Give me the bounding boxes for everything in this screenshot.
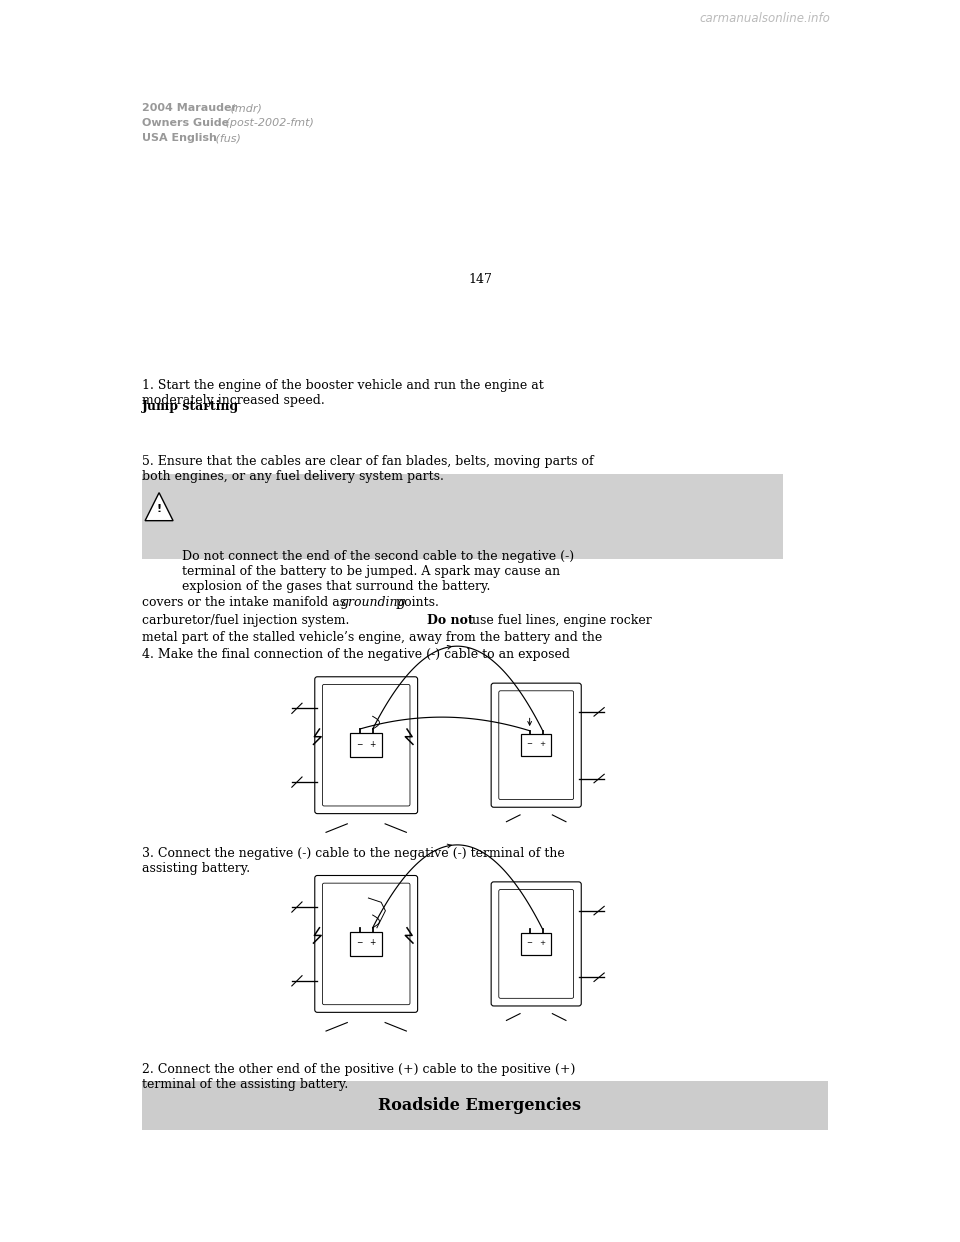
Text: Do not connect the end of the second cable to the negative (-)
terminal of the b: Do not connect the end of the second cab…	[182, 550, 574, 594]
Text: carburetor/fuel injection system.: carburetor/fuel injection system.	[142, 614, 353, 626]
Text: use fuel lines, engine rocker: use fuel lines, engine rocker	[468, 614, 652, 626]
Text: 2. Connect the other end of the positive (+) cable to the positive (+)
terminal : 2. Connect the other end of the positive…	[142, 1063, 575, 1092]
Text: −: −	[356, 740, 363, 749]
Bar	[350, 733, 382, 758]
Text: 2004 Marauder: 2004 Marauder	[142, 103, 237, 113]
Text: grounding: grounding	[340, 596, 405, 609]
Text: Owners Guide: Owners Guide	[142, 118, 229, 128]
Text: 3. Connect the negative (-) cable to the negative (-) terminal of the
assisting : 3. Connect the negative (-) cable to the…	[142, 847, 564, 876]
Polygon shape	[145, 493, 173, 520]
Text: −: −	[527, 940, 533, 946]
Text: −: −	[527, 741, 533, 748]
Text: 1. Start the engine of the booster vehicle and run the engine at
moderately incr: 1. Start the engine of the booster vehic…	[142, 379, 543, 407]
Bar	[350, 932, 382, 956]
Bar	[521, 734, 551, 756]
Text: +: +	[540, 741, 546, 748]
Text: covers or the intake manifold as: covers or the intake manifold as	[142, 596, 350, 609]
Text: points.: points.	[392, 596, 439, 609]
Text: +: +	[540, 940, 546, 946]
Text: 4. Make the final connection of the negative (-) cable to an exposed: 4. Make the final connection of the nega…	[142, 648, 570, 661]
Text: Do not: Do not	[427, 614, 473, 626]
Text: !: !	[156, 504, 161, 514]
Text: −: −	[356, 939, 363, 948]
Text: +: +	[370, 740, 376, 749]
Text: (fus): (fus)	[212, 133, 241, 143]
Bar	[521, 933, 551, 955]
Text: Roadside Emergencies: Roadside Emergencies	[378, 1097, 582, 1114]
Text: Jump starting: Jump starting	[142, 400, 239, 412]
Text: 147: 147	[468, 273, 492, 286]
Text: (mdr): (mdr)	[228, 103, 262, 113]
Text: USA English: USA English	[142, 133, 217, 143]
Bar	[142, 1081, 828, 1130]
Text: metal part of the stalled vehicle’s engine, away from the battery and the: metal part of the stalled vehicle’s engi…	[142, 631, 602, 643]
Bar	[142, 474, 783, 559]
Text: (post-2002-fmt): (post-2002-fmt)	[222, 118, 314, 128]
Text: 5. Ensure that the cables are clear of fan blades, belts, moving parts of
both e: 5. Ensure that the cables are clear of f…	[142, 455, 593, 483]
Text: carmanualsonline.info: carmanualsonline.info	[700, 12, 830, 25]
Text: +: +	[370, 939, 376, 948]
